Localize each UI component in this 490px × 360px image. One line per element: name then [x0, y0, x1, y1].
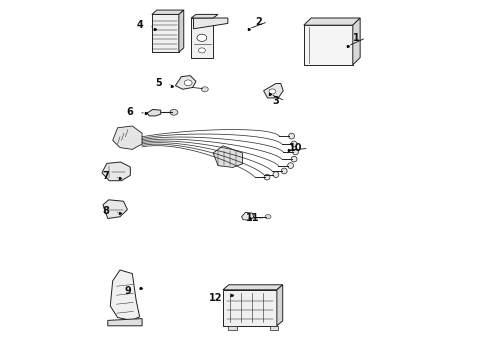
- Text: 7: 7: [102, 171, 109, 181]
- Polygon shape: [223, 290, 277, 326]
- Ellipse shape: [291, 156, 297, 162]
- Text: 3: 3: [272, 96, 279, 106]
- Text: 12: 12: [208, 293, 222, 303]
- Polygon shape: [277, 285, 283, 326]
- Text: 11: 11: [246, 213, 260, 223]
- Ellipse shape: [289, 133, 294, 139]
- Polygon shape: [152, 14, 179, 52]
- Polygon shape: [304, 25, 353, 65]
- Polygon shape: [191, 18, 213, 58]
- Text: 9: 9: [124, 285, 131, 296]
- Polygon shape: [152, 10, 184, 14]
- Polygon shape: [270, 326, 278, 330]
- Text: 4: 4: [137, 20, 144, 30]
- Polygon shape: [228, 326, 237, 330]
- Circle shape: [201, 87, 208, 92]
- Ellipse shape: [264, 174, 270, 180]
- Polygon shape: [179, 10, 184, 52]
- Circle shape: [197, 34, 207, 41]
- Polygon shape: [108, 319, 142, 326]
- Ellipse shape: [288, 163, 294, 168]
- Text: 2: 2: [255, 17, 262, 27]
- Polygon shape: [110, 270, 140, 320]
- Polygon shape: [353, 18, 360, 65]
- Polygon shape: [102, 162, 130, 181]
- Text: 1: 1: [353, 33, 360, 43]
- Circle shape: [184, 80, 192, 86]
- Polygon shape: [264, 84, 283, 98]
- Ellipse shape: [273, 172, 279, 177]
- Text: 10: 10: [289, 143, 303, 153]
- Text: 8: 8: [102, 206, 109, 216]
- Polygon shape: [304, 18, 360, 25]
- Circle shape: [265, 215, 271, 219]
- Text: 6: 6: [126, 107, 133, 117]
- Ellipse shape: [281, 168, 287, 174]
- Polygon shape: [242, 212, 254, 220]
- Polygon shape: [213, 146, 243, 167]
- Ellipse shape: [291, 141, 297, 147]
- Text: 5: 5: [155, 78, 162, 88]
- Polygon shape: [191, 14, 218, 18]
- Ellipse shape: [293, 149, 298, 155]
- Polygon shape: [103, 200, 127, 219]
- Polygon shape: [113, 126, 142, 149]
- Circle shape: [269, 89, 276, 94]
- Polygon shape: [147, 109, 161, 116]
- Polygon shape: [194, 18, 228, 29]
- Polygon shape: [175, 76, 196, 89]
- Circle shape: [198, 48, 205, 53]
- Polygon shape: [223, 285, 283, 290]
- Circle shape: [170, 109, 178, 115]
